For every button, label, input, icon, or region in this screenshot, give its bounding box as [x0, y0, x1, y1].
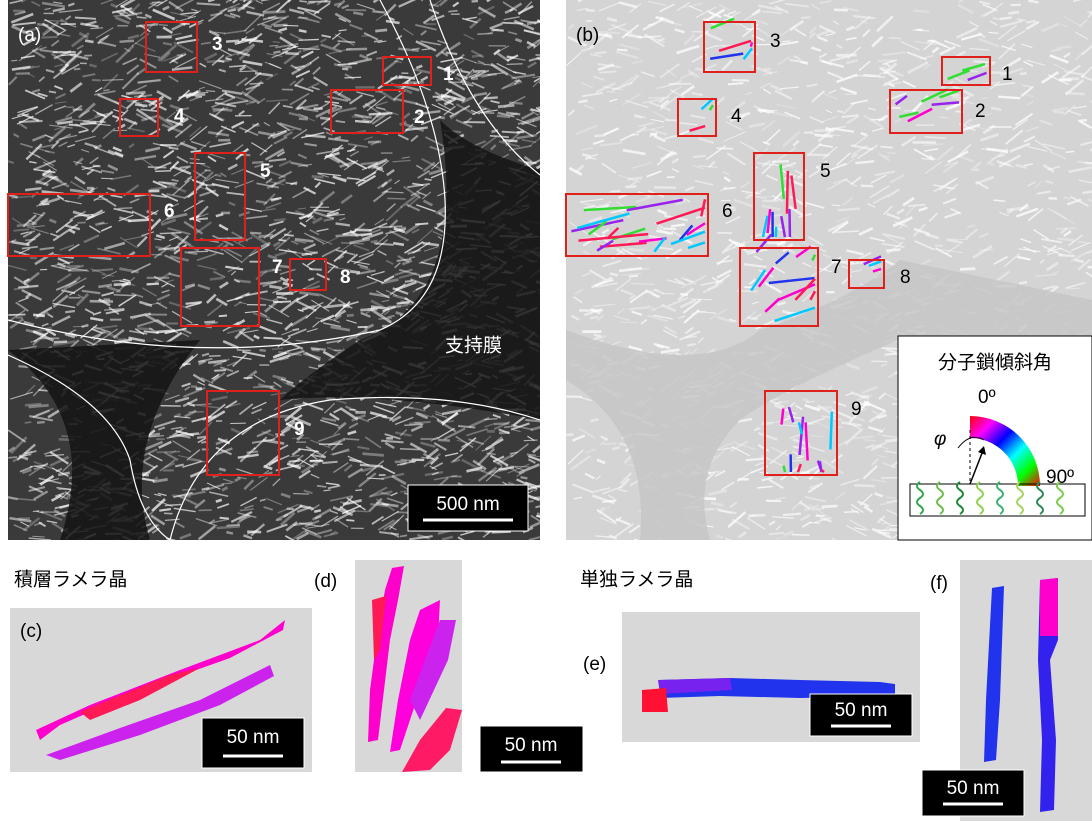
scale-bar-label: 50 nm	[505, 735, 558, 756]
region-label: 5	[260, 161, 271, 182]
region-box	[119, 98, 159, 137]
region-label: 3	[212, 34, 223, 55]
lamella	[36, 620, 285, 760]
region-label: 6	[722, 201, 733, 222]
membrane-label: 支持膜	[445, 335, 502, 357]
color-wheel	[970, 416, 1040, 486]
region-label: 8	[900, 267, 911, 288]
region-box	[941, 56, 991, 86]
panel-b	[566, 0, 1092, 540]
region-box	[289, 258, 327, 291]
lamella	[368, 566, 462, 772]
panel-label: (d)	[314, 571, 337, 592]
legend: 分子鎖傾斜角 0º 90º φ	[897, 335, 1092, 541]
region-box	[565, 193, 709, 257]
legend-min: 0º	[978, 387, 996, 408]
region-label: 9	[294, 419, 305, 440]
scale-bar-label: 50 nm	[835, 700, 888, 721]
scale-bar-label: 500 nm	[436, 494, 499, 515]
region-label: 4	[731, 106, 742, 127]
scale-bar-box	[407, 484, 529, 532]
region-box	[206, 390, 280, 476]
region-box	[753, 152, 805, 241]
region-box	[382, 56, 432, 86]
region-label: 2	[414, 107, 425, 128]
region-label: 7	[831, 257, 842, 278]
region-box	[194, 152, 246, 241]
panel-label: (b)	[576, 25, 599, 46]
region-label: 6	[164, 201, 175, 222]
region-label: 4	[174, 106, 185, 127]
panel-label: (e)	[583, 654, 606, 675]
region-box	[330, 89, 404, 134]
region-box	[145, 21, 198, 73]
region-box	[703, 21, 756, 73]
legend-max: 90º	[1046, 467, 1074, 488]
panel-label: (c)	[20, 621, 42, 642]
region-box	[677, 98, 717, 137]
panel-label: (a)	[18, 25, 41, 46]
region-label: 9	[851, 399, 862, 420]
scale-bar-label: 50 nm	[947, 778, 1000, 799]
lamella	[984, 578, 1058, 812]
scale-bar-label: 50 nm	[227, 727, 280, 748]
region-label: 1	[443, 64, 454, 85]
caption: 単独ラメラ晶	[580, 569, 693, 591]
region-label: 2	[975, 101, 986, 122]
region-box	[889, 89, 963, 134]
region-label: 5	[820, 161, 831, 182]
region-label: 1	[1002, 64, 1013, 85]
region-label: 3	[770, 31, 781, 52]
region-box	[848, 259, 885, 289]
region-box	[739, 247, 819, 327]
lamella	[642, 678, 895, 712]
region-label: 8	[340, 267, 351, 288]
legend-symbol: φ	[934, 429, 946, 450]
panel-label: (f)	[930, 573, 948, 594]
panel-a	[8, 0, 540, 540]
region-box	[7, 193, 151, 257]
region-box	[180, 247, 260, 327]
caption: 積層ラメラ晶	[14, 569, 127, 591]
region-label: 7	[272, 257, 283, 278]
legend-title: 分子鎖傾斜角	[938, 352, 1052, 374]
region-box	[764, 390, 838, 476]
